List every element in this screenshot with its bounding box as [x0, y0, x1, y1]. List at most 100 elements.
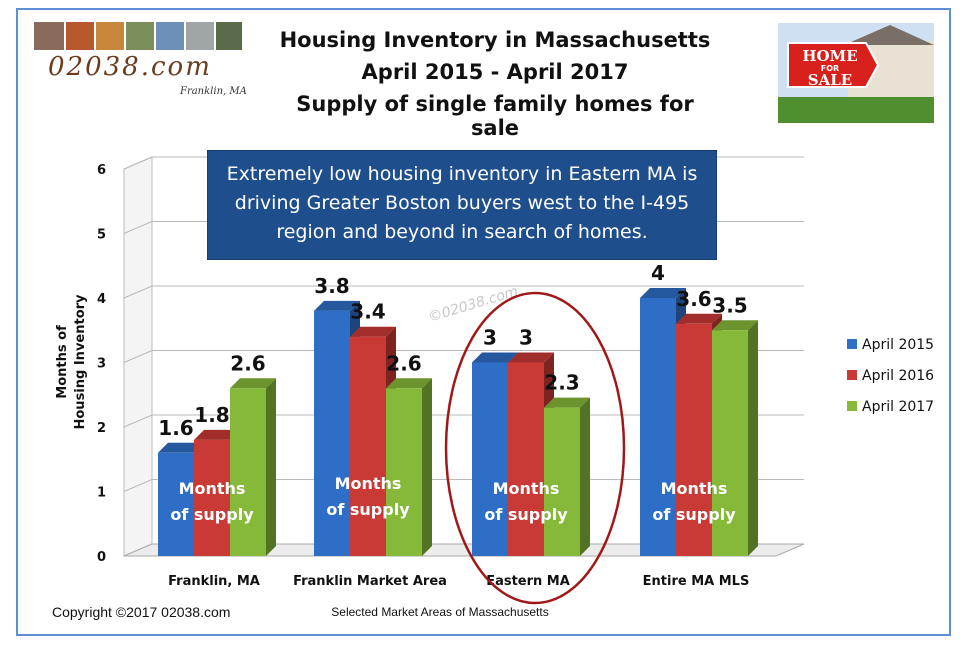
sign-text-home: HOME: [802, 47, 857, 65]
legend-label: April 2015: [862, 337, 934, 353]
y-tick-label: 0: [97, 550, 106, 565]
logo-text: 02038.com: [48, 52, 212, 82]
callout-line3: region and beyond in search of homes.: [276, 221, 648, 243]
bar-note-line1: Months: [661, 479, 728, 498]
legend-item: April 2015: [847, 337, 934, 353]
data-label: 3.8: [314, 274, 349, 298]
legend-swatch: [847, 339, 857, 349]
chart-title-line3: Supply of single family homes for sale: [296, 92, 694, 140]
bar: [712, 320, 758, 556]
data-label: 3: [483, 326, 497, 350]
legend-item: April 2017: [847, 399, 934, 415]
logo-photos: [34, 22, 242, 50]
bar: [386, 378, 432, 556]
bar-note-line1: Months: [493, 479, 560, 498]
data-label: 1.8: [194, 403, 229, 427]
logo-photo-3: [96, 22, 124, 50]
sign-text-sale: SALE: [808, 71, 852, 89]
y-tick-label: 6: [97, 163, 106, 178]
data-label: 3: [519, 326, 533, 350]
eastern-ma-highlight-circle: [444, 291, 626, 605]
legend-item: April 2016: [847, 368, 934, 384]
logo-photo-4: [126, 22, 154, 50]
legend: April 2015 April 2016 April 2017: [847, 337, 934, 415]
logo-photo-6: [186, 22, 214, 50]
bar-top: [230, 378, 276, 389]
bar-side: [266, 378, 276, 556]
data-label: 1.6: [158, 416, 193, 440]
bar-note-line1: Months: [179, 479, 246, 498]
y-tick-label: 2: [97, 421, 106, 436]
legend-label: April 2016: [862, 368, 934, 384]
bar-top: [640, 288, 686, 298]
logo-photo-5: [156, 22, 184, 50]
bar-front: [712, 330, 748, 556]
bar-note-line2: of supply: [170, 505, 254, 524]
bar-front: [676, 323, 712, 556]
legend-label: April 2017: [862, 399, 934, 415]
copyright: Copyright ©2017 02038.com: [52, 604, 231, 620]
bar-side: [580, 397, 590, 556]
logo-photo-2: [66, 22, 94, 50]
bar-front: [640, 298, 676, 556]
data-label: 2.3: [544, 371, 579, 395]
y-tick-label: 3: [97, 357, 106, 372]
data-label: 4: [651, 261, 665, 285]
bar-front: [158, 452, 194, 556]
data-label: 3.5: [712, 293, 747, 317]
x-tick-label: Franklin Market Area: [293, 574, 447, 589]
watermark: ©02038.com: [426, 283, 520, 325]
logo-subtitle: Franklin, MA: [180, 86, 247, 97]
sale-sign: [787, 42, 880, 88]
bar-note-line2: of supply: [652, 505, 736, 524]
callout-line2: driving Greater Boston buyers west to th…: [234, 192, 690, 214]
bar-note-line1: Months: [335, 474, 402, 493]
x-tick-label: Eastern MA: [486, 574, 570, 589]
callout-line1: Extremely low housing inventory in Easte…: [226, 163, 698, 185]
chart-grid: [123, 156, 805, 557]
data-label: 3.4: [350, 300, 385, 324]
bar-top: [386, 378, 432, 389]
gridline: [123, 285, 804, 299]
callout-box: Extremely low housing inventory in Easte…: [207, 150, 717, 260]
gridline: [123, 350, 804, 363]
bar-top: [194, 429, 240, 440]
bar-front: [472, 362, 508, 556]
y-axis-tick-labels: 0 1 2 3 4 5 6: [97, 163, 106, 565]
data-label: 3.6: [676, 287, 711, 311]
y-tick-label: 1: [97, 486, 106, 501]
bar-side: [748, 320, 758, 556]
bar-top: [676, 313, 722, 324]
bar: [230, 378, 276, 556]
legend-swatch: [847, 401, 857, 411]
bar-front: [194, 439, 230, 556]
bar-front: [544, 407, 580, 556]
home-for-sale-photo: HOME FOR SALE: [778, 23, 934, 123]
bar-front: [314, 310, 350, 556]
bars: 1.61.8 2.6 Months of supply 3.83.4 2.6 Months o…: [158, 261, 758, 556]
x-axis-title: Selected Market Areas of Massachusetts: [331, 605, 548, 619]
x-axis-tick-labels: Franklin, MA Franklin Market Area Eastern …: [168, 574, 749, 589]
lawn: [778, 97, 934, 123]
bar-front: [386, 388, 422, 556]
chart-title-line2: April 2015 - April 2017: [361, 60, 629, 84]
bar-top: [350, 326, 396, 337]
x-tick-label: Entire MA MLS: [643, 574, 750, 589]
x-tick-label: Franklin, MA: [168, 574, 260, 589]
logo-photo-7: [216, 22, 242, 50]
bar-top: [472, 352, 518, 363]
bar-top: [508, 352, 554, 363]
y-tick-label: 4: [97, 292, 106, 307]
bar-note-line2: of supply: [326, 500, 410, 519]
bar-top: [712, 320, 758, 331]
bar-side: [422, 378, 432, 556]
legend-swatch: [847, 370, 857, 380]
bar-note-line2: of supply: [484, 505, 568, 524]
sign-text-for: FOR: [821, 64, 839, 73]
logo-photo-1: [34, 22, 64, 50]
bar-front: [230, 388, 266, 556]
y-tick-label: 5: [97, 228, 106, 243]
bar-front: [508, 362, 544, 556]
bar-top: [158, 442, 204, 453]
bar-front: [350, 336, 386, 556]
